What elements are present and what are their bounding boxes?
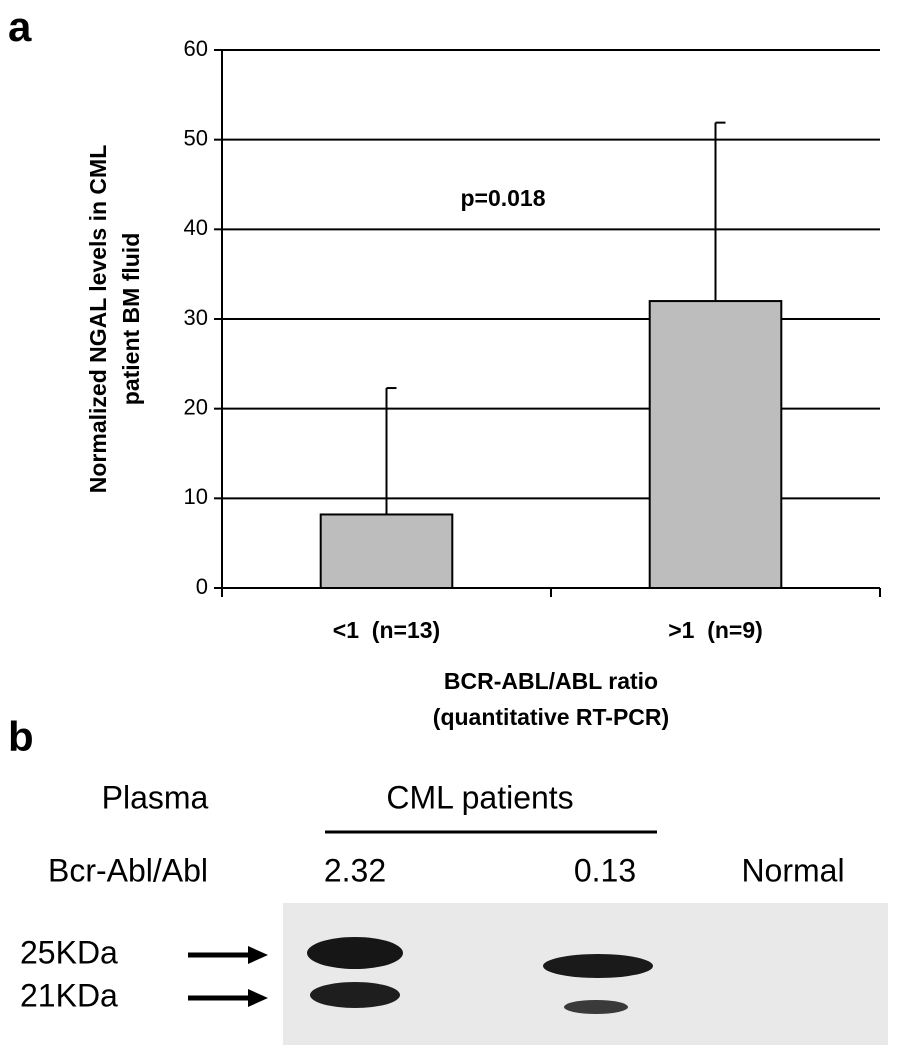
bar (648, 300, 783, 589)
error-bar (385, 387, 397, 515)
panel-label: a (8, 3, 32, 50)
blot-band (543, 954, 653, 978)
blot-band (307, 937, 403, 969)
blot-band (310, 982, 400, 1008)
y-tick-label: 60 (184, 36, 208, 61)
lane-label: 0.13 (574, 852, 636, 888)
y-tick-label: 0 (196, 574, 208, 599)
x-axis-title: (quantitative RT-PCR) (433, 704, 669, 730)
marker-label: 25KDa (20, 934, 118, 970)
x-axis-title: BCR-ABL/ABL ratio (444, 668, 658, 694)
marker-label: 21KDa (20, 977, 118, 1013)
y-axis-title-line: Normalized NGAL levels in CML (85, 145, 111, 493)
x-tick-label: >1 (n=9) (668, 617, 763, 643)
marker-arrows (188, 946, 268, 1007)
bar (319, 513, 454, 589)
y-tick-label: 30 (184, 305, 208, 330)
error-bar (714, 121, 726, 302)
y-tick-label: 10 (184, 484, 208, 509)
panel-label: b (8, 713, 34, 760)
y-tick-label: 50 (184, 125, 208, 150)
x-tick-label: <1 (n=13) (333, 617, 440, 643)
lane-label: Normal (741, 852, 844, 888)
y-tick-label: 20 (184, 394, 208, 419)
y-axis-title-line: patient BM fluid (118, 233, 144, 405)
group-label: CML patients (386, 779, 573, 815)
y-axis-title: Normalized NGAL levels in CML patient BM… (85, 145, 144, 493)
y-tick-label: 40 (184, 215, 208, 240)
lane-label: 2.32 (324, 852, 386, 888)
row-label: Bcr-Abl/Abl (48, 852, 208, 888)
annotation: p=0.018 (460, 185, 545, 211)
sample-label: Plasma (102, 779, 209, 815)
blot-band (564, 1000, 628, 1014)
